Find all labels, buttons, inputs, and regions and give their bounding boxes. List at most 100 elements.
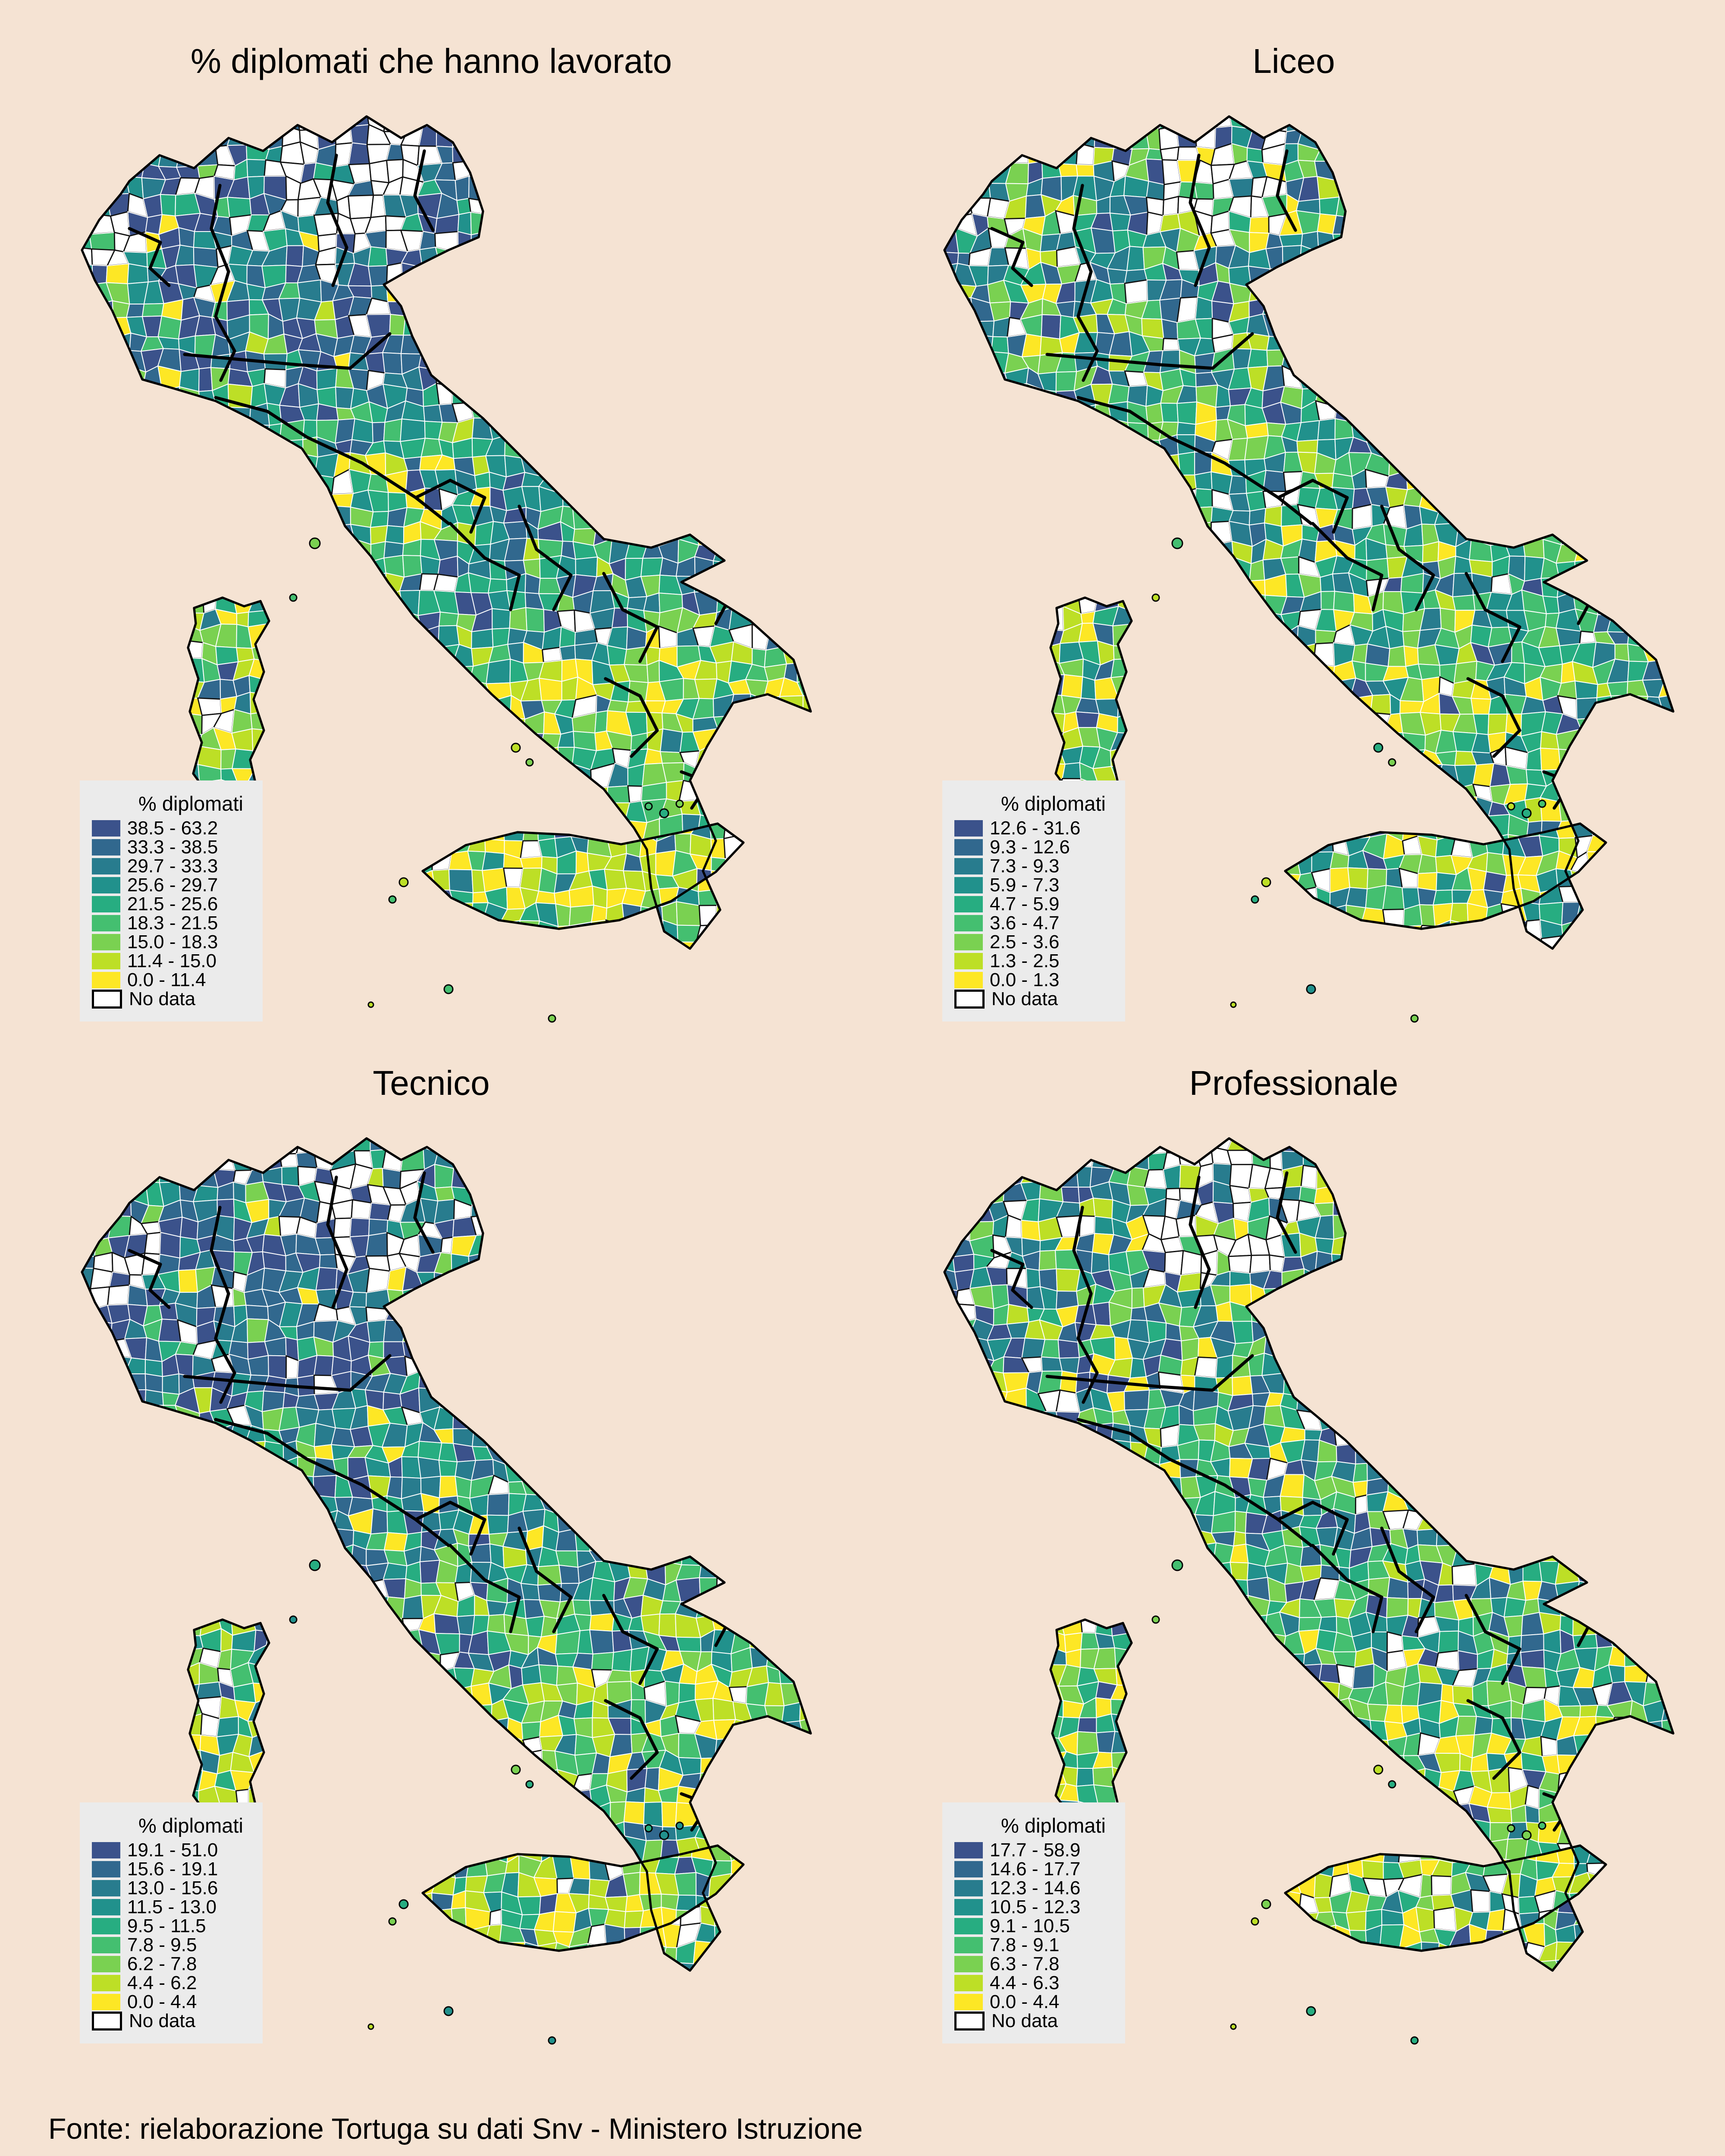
legend-rows: 38.5 - 63.2 33.3 - 38.5 29.7 - 33.3 25.6 - … <box>92 818 253 1009</box>
legend-label: 38.5 - 63.2 <box>127 818 218 839</box>
legend-rows: 17.7 - 58.9 14.6 - 17.7 12.3 - 14.6 10.5 - … <box>954 1839 1116 2031</box>
legend-swatch <box>92 1956 120 1972</box>
italy-choropleth-map <box>943 115 1675 1023</box>
legend-label: 5.9 - 7.3 <box>990 874 1060 896</box>
legend-row: 9.5 - 11.5 <box>92 1915 253 1937</box>
legend-swatch <box>92 858 120 874</box>
legend-row: 7.3 - 9.3 <box>954 856 1116 877</box>
legend-swatch <box>92 2012 122 2031</box>
legend-row: 1.3 - 2.5 <box>954 950 1116 971</box>
legend-swatch <box>92 972 120 988</box>
legend-row: 10.5 - 12.3 <box>954 1896 1116 1918</box>
map-panel-tecnico: Tecnico % diplomati 19.1 - 51.0 15.6 - 19… <box>0 1052 862 2087</box>
legend-row: 12.3 - 14.6 <box>954 1877 1116 1899</box>
legend-row: 0.0 - 4.4 <box>954 1991 1116 2012</box>
legend-swatch <box>954 990 985 1009</box>
legend-label: 9.3 - 12.6 <box>990 837 1070 858</box>
legend-label: 13.0 - 15.6 <box>127 1877 218 1899</box>
legend-rows: 19.1 - 51.0 15.6 - 19.1 13.0 - 15.6 11.5 - … <box>92 1839 253 2031</box>
legend-row: 9.1 - 10.5 <box>954 1915 1116 1937</box>
legend-row: No data <box>954 988 1116 1009</box>
legend-swatch <box>92 1937 120 1953</box>
legend-title: % diplomati <box>1001 792 1106 815</box>
legend-swatch <box>954 896 983 912</box>
legend-label: 17.7 - 58.9 <box>990 1839 1081 1861</box>
legend-swatch <box>954 1842 983 1858</box>
legend-label: 1.3 - 2.5 <box>990 950 1060 971</box>
legend-row: 5.9 - 7.3 <box>954 874 1116 896</box>
legend-label: 7.8 - 9.5 <box>127 1934 197 1955</box>
legend-swatch <box>954 877 983 893</box>
legend-row: 6.3 - 7.8 <box>954 1953 1116 1974</box>
legend-row: 11.5 - 13.0 <box>92 1896 253 1918</box>
legend-row: 4.4 - 6.3 <box>954 1972 1116 1993</box>
legend-swatch <box>954 1956 983 1972</box>
map-title: Professionale <box>1189 1064 1399 1102</box>
legend-swatch <box>92 1842 120 1858</box>
legend-swatch <box>954 1994 983 2010</box>
legend-swatch <box>954 2012 985 2031</box>
legend-label: 7.8 - 9.1 <box>990 1934 1060 1955</box>
legend-swatch <box>92 1975 120 1991</box>
map-legend: % diplomati 19.1 - 51.0 15.6 - 19.1 13.0 -… <box>80 1802 263 2043</box>
legend-swatch <box>954 839 983 856</box>
legend-swatch <box>954 1899 983 1915</box>
legend-label: 19.1 - 51.0 <box>127 1839 218 1861</box>
source-note: Fonte: rielaborazione Tortuga su dati Sn… <box>48 2112 863 2145</box>
italy-choropleth-map <box>81 115 812 1023</box>
legend-label: 0.0 - 11.4 <box>127 969 206 990</box>
legend-row: 17.7 - 58.9 <box>954 1839 1116 1861</box>
legend-label: 0.0 - 4.4 <box>127 1991 197 2012</box>
legend-swatch <box>92 896 120 912</box>
legend-label: 7.3 - 9.3 <box>990 856 1060 877</box>
legend-row: 4.7 - 5.9 <box>954 893 1116 915</box>
legend-label: 9.1 - 10.5 <box>990 1915 1070 1937</box>
legend-swatch <box>954 972 983 988</box>
legend-swatch <box>92 915 120 931</box>
legend-swatch <box>92 990 122 1009</box>
legend-row: 21.5 - 25.6 <box>92 893 253 915</box>
legend-label: 25.6 - 29.7 <box>127 874 218 896</box>
legend-swatch <box>954 1918 983 1934</box>
legend-row: 19.1 - 51.0 <box>92 1839 253 1861</box>
legend-row: 0.0 - 1.3 <box>954 969 1116 990</box>
legend-label: 29.7 - 33.3 <box>127 856 218 877</box>
legend-row: 25.6 - 29.7 <box>92 874 253 896</box>
map-panel-liceo: Liceo % diplomati 12.6 - 31.6 9.3 - 12.6 7… <box>862 30 1725 1065</box>
legend-row: 11.4 - 15.0 <box>92 950 253 971</box>
legend-row: 7.8 - 9.5 <box>92 1934 253 1955</box>
map-legend: % diplomati 38.5 - 63.2 33.3 - 38.5 29.7 -… <box>80 780 263 1022</box>
legend-swatch <box>954 915 983 931</box>
map-title: % diplomati che hanno lavorato <box>190 42 672 80</box>
legend-swatch <box>92 1994 120 2010</box>
legend-label: 14.6 - 17.7 <box>990 1858 1081 1880</box>
legend-row: 14.6 - 17.7 <box>954 1858 1116 1880</box>
legend-label: 6.2 - 7.8 <box>127 1953 197 1974</box>
legend-label: 11.4 - 15.0 <box>127 950 217 971</box>
map-panel-professionale: Professionale % diplomati 17.7 - 58.9 14.… <box>862 1052 1725 2087</box>
legend-swatch <box>92 934 120 950</box>
legend-row: 29.7 - 33.3 <box>92 856 253 877</box>
legend-label: 4.4 - 6.3 <box>990 1972 1060 1993</box>
legend-swatch <box>954 934 983 950</box>
legend-label: 11.5 - 13.0 <box>127 1896 217 1918</box>
legend-label: No data <box>991 2010 1058 2031</box>
legend-swatch <box>954 820 983 837</box>
legend-label: 15.0 - 18.3 <box>127 931 218 953</box>
legend-row: No data <box>92 988 253 1009</box>
legend-title: % diplomati <box>138 1814 243 1837</box>
legend-label: 18.3 - 21.5 <box>127 912 218 934</box>
legend-swatch <box>954 1975 983 1991</box>
legend-label: 21.5 - 25.6 <box>127 893 218 915</box>
legend-title: % diplomati <box>138 792 243 815</box>
legend-swatch <box>92 839 120 856</box>
legend-row: 15.0 - 18.3 <box>92 931 253 953</box>
legend-label: 6.3 - 7.8 <box>990 1953 1060 1974</box>
legend-swatch <box>954 953 983 969</box>
legend-row: 3.6 - 4.7 <box>954 912 1116 934</box>
map-legend: % diplomati 12.6 - 31.6 9.3 - 12.6 7.3 - 9… <box>942 780 1125 1022</box>
legend-row: 2.5 - 3.6 <box>954 931 1116 953</box>
legend-label: No data <box>129 988 196 1009</box>
legend-swatch <box>92 1861 120 1877</box>
legend-title: % diplomati <box>1001 1814 1106 1837</box>
